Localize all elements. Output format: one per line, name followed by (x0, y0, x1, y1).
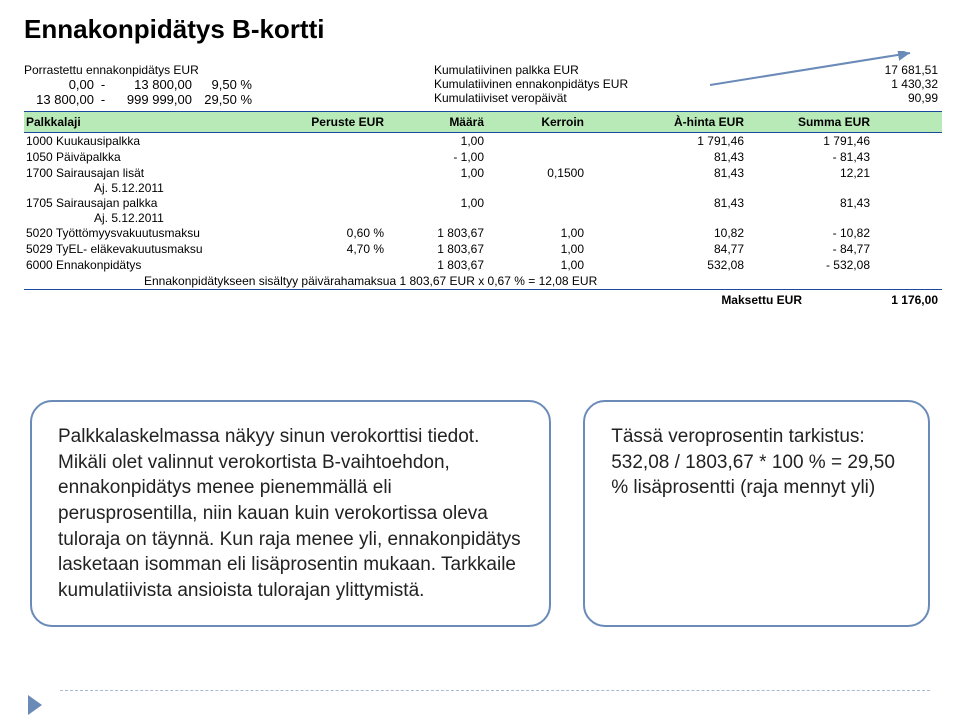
callout-text: Tässä veroprosentin tarkistus: (611, 424, 902, 450)
cumul-label: Kumulatiivinen ennakonpidätys EUR (434, 77, 628, 91)
bracket-row: 13 800,00 - 999 999,00 29,50 % (24, 92, 324, 107)
bracket-from: 13 800,00 (24, 92, 94, 107)
cell-ahinta: 84,77 (584, 242, 744, 256)
bracket-column: Porrastettu ennakonpidätys EUR 0,00 - 13… (24, 63, 324, 107)
bracket-header: Porrastettu ennakonpidätys EUR (24, 63, 324, 77)
bracket-dash: - (94, 92, 112, 107)
cell-peruste: 0,60 % (254, 226, 384, 240)
bracket-pct: 29,50 % (192, 92, 252, 107)
cell-peruste (254, 166, 384, 180)
table-row: 1050 Päiväpalkka - 1,00 81,43- 81,43 (24, 149, 942, 165)
col-header: Palkkalaji (24, 115, 254, 129)
cell-kerroin (484, 134, 584, 148)
cell-kerroin: 1,00 (484, 242, 584, 256)
cumul-label: Kumulatiivinen palkka EUR (434, 63, 628, 77)
bracket-from: 0,00 (24, 77, 94, 92)
cell-ahinta: 10,82 (584, 226, 744, 240)
cell-laji: 1700 Sairausajan lisät (24, 166, 254, 180)
cell-peruste (254, 258, 384, 272)
footer-divider (60, 690, 930, 691)
col-header: Määrä (384, 115, 484, 129)
row-subdate: Aj. 5.12.2011 (24, 181, 942, 195)
cell-maara: 1 803,67 (384, 242, 484, 256)
bracket-row: 0,00 - 13 800,00 9,50 % (24, 77, 324, 92)
callout-left: Palkkalaskelmassa näkyy sinun verokortti… (30, 400, 551, 627)
cell-peruste (254, 150, 384, 164)
footer-arrow-icon (28, 695, 42, 715)
bracket-pct: 9,50 % (192, 77, 252, 92)
cell-kerroin: 1,00 (484, 258, 584, 272)
cell-laji: 1000 Kuukausipalkka (24, 134, 254, 148)
cell-laji: 1050 Päiväpalkka (24, 150, 254, 164)
cell-kerroin: 0,1500 (484, 166, 584, 180)
table-row: 5020 Työttömyysvakuutusmaksu0,60 %1 803,… (24, 225, 942, 241)
cell-summa: - 10,82 (744, 226, 874, 240)
cell-peruste (254, 134, 384, 148)
cumulative-column: Kumulatiivinen palkka EUR Kumulatiivinen… (434, 63, 628, 107)
cell-summa: - 84,77 (744, 242, 874, 256)
top-summary: Porrastettu ennakonpidätys EUR 0,00 - 13… (0, 45, 960, 111)
cell-laji: 1705 Sairausajan palkka (24, 196, 254, 210)
table-row: 1000 Kuukausipalkka 1,00 1 791,461 791,46 (24, 133, 942, 149)
table-footnote: Ennakonpidätykseen sisältyy päivärahamak… (24, 273, 942, 290)
cell-laji: 5020 Työttömyysvakuutusmaksu (24, 226, 254, 240)
callout-text: Palkkalaskelmassa näkyy sinun verokortti… (58, 424, 523, 450)
table-header: Palkkalaji Peruste EUR Määrä Kerroin À-h… (24, 111, 942, 133)
total-value: 1 430,32 (885, 77, 938, 91)
callouts: Palkkalaskelmassa näkyy sinun verokortti… (30, 400, 930, 627)
cell-kerroin (484, 196, 584, 210)
cell-peruste (254, 196, 384, 210)
col-header: À-hinta EUR (584, 115, 744, 129)
col-header: Peruste EUR (254, 115, 384, 129)
bracket-dash: - (94, 77, 112, 92)
payroll-table: Palkkalaji Peruste EUR Määrä Kerroin À-h… (0, 111, 960, 310)
table-row: 5029 TyEL- eläkevakuutusmaksu4,70 %1 803… (24, 241, 942, 257)
page-title: Ennakonpidätys B-kortti (0, 0, 960, 45)
cell-summa: 81,43 (744, 196, 874, 210)
cell-ahinta: 532,08 (584, 258, 744, 272)
cell-summa: 12,21 (744, 166, 874, 180)
paid-row: Maksettu EUR 1 176,00 (24, 290, 942, 310)
callout-text: 532,08 / 1803,67 * 100 % = 29,50 % lisäp… (611, 450, 902, 501)
bracket-to: 13 800,00 (112, 77, 192, 92)
cell-ahinta: 81,43 (584, 196, 744, 210)
col-header: Summa EUR (744, 115, 874, 129)
cell-peruste: 4,70 % (254, 242, 384, 256)
cell-maara: 1 803,67 (384, 258, 484, 272)
cell-ahinta: 81,43 (584, 166, 744, 180)
callout-right: Tässä veroprosentin tarkistus: 532,08 / … (583, 400, 930, 627)
cell-kerroin: 1,00 (484, 226, 584, 240)
cell-summa: - 81,43 (744, 150, 874, 164)
cumul-label: Kumulatiiviset veropäivät (434, 91, 628, 105)
cell-maara: 1 803,67 (384, 226, 484, 240)
cell-kerroin (484, 150, 584, 164)
total-value: 90,99 (885, 91, 938, 105)
cell-ahinta: 1 791,46 (584, 134, 744, 148)
table-row: 1700 Sairausajan lisät 1,000,150081,4312,… (24, 165, 942, 181)
table-row: 1705 Sairausajan palkka 1,00 81,4381,43 (24, 195, 942, 211)
paid-value: 1 176,00 (842, 293, 942, 307)
totals-column: 17 681,51 1 430,32 90,99 (885, 63, 942, 107)
cell-laji: 5029 TyEL- eläkevakuutusmaksu (24, 242, 254, 256)
cell-maara: 1,00 (384, 134, 484, 148)
cell-maara: 1,00 (384, 166, 484, 180)
cell-laji: 6000 Ennakonpidätys (24, 258, 254, 272)
bracket-to: 999 999,00 (112, 92, 192, 107)
cell-ahinta: 81,43 (584, 150, 744, 164)
col-header: Kerroin (484, 115, 584, 129)
table-row: 6000 Ennakonpidätys 1 803,671,00532,08- 5… (24, 257, 942, 273)
paid-label: Maksettu EUR (721, 293, 842, 307)
cell-summa: - 532,08 (744, 258, 874, 272)
cell-maara: - 1,00 (384, 150, 484, 164)
row-subdate: Aj. 5.12.2011 (24, 211, 942, 225)
cell-summa: 1 791,46 (744, 134, 874, 148)
cell-maara: 1,00 (384, 196, 484, 210)
footnote-text: Ennakonpidätykseen sisältyy päivärahamak… (24, 274, 942, 288)
callout-text: Mikäli olet valinnut verokortista B-vaih… (58, 450, 523, 604)
total-value: 17 681,51 (885, 63, 938, 77)
